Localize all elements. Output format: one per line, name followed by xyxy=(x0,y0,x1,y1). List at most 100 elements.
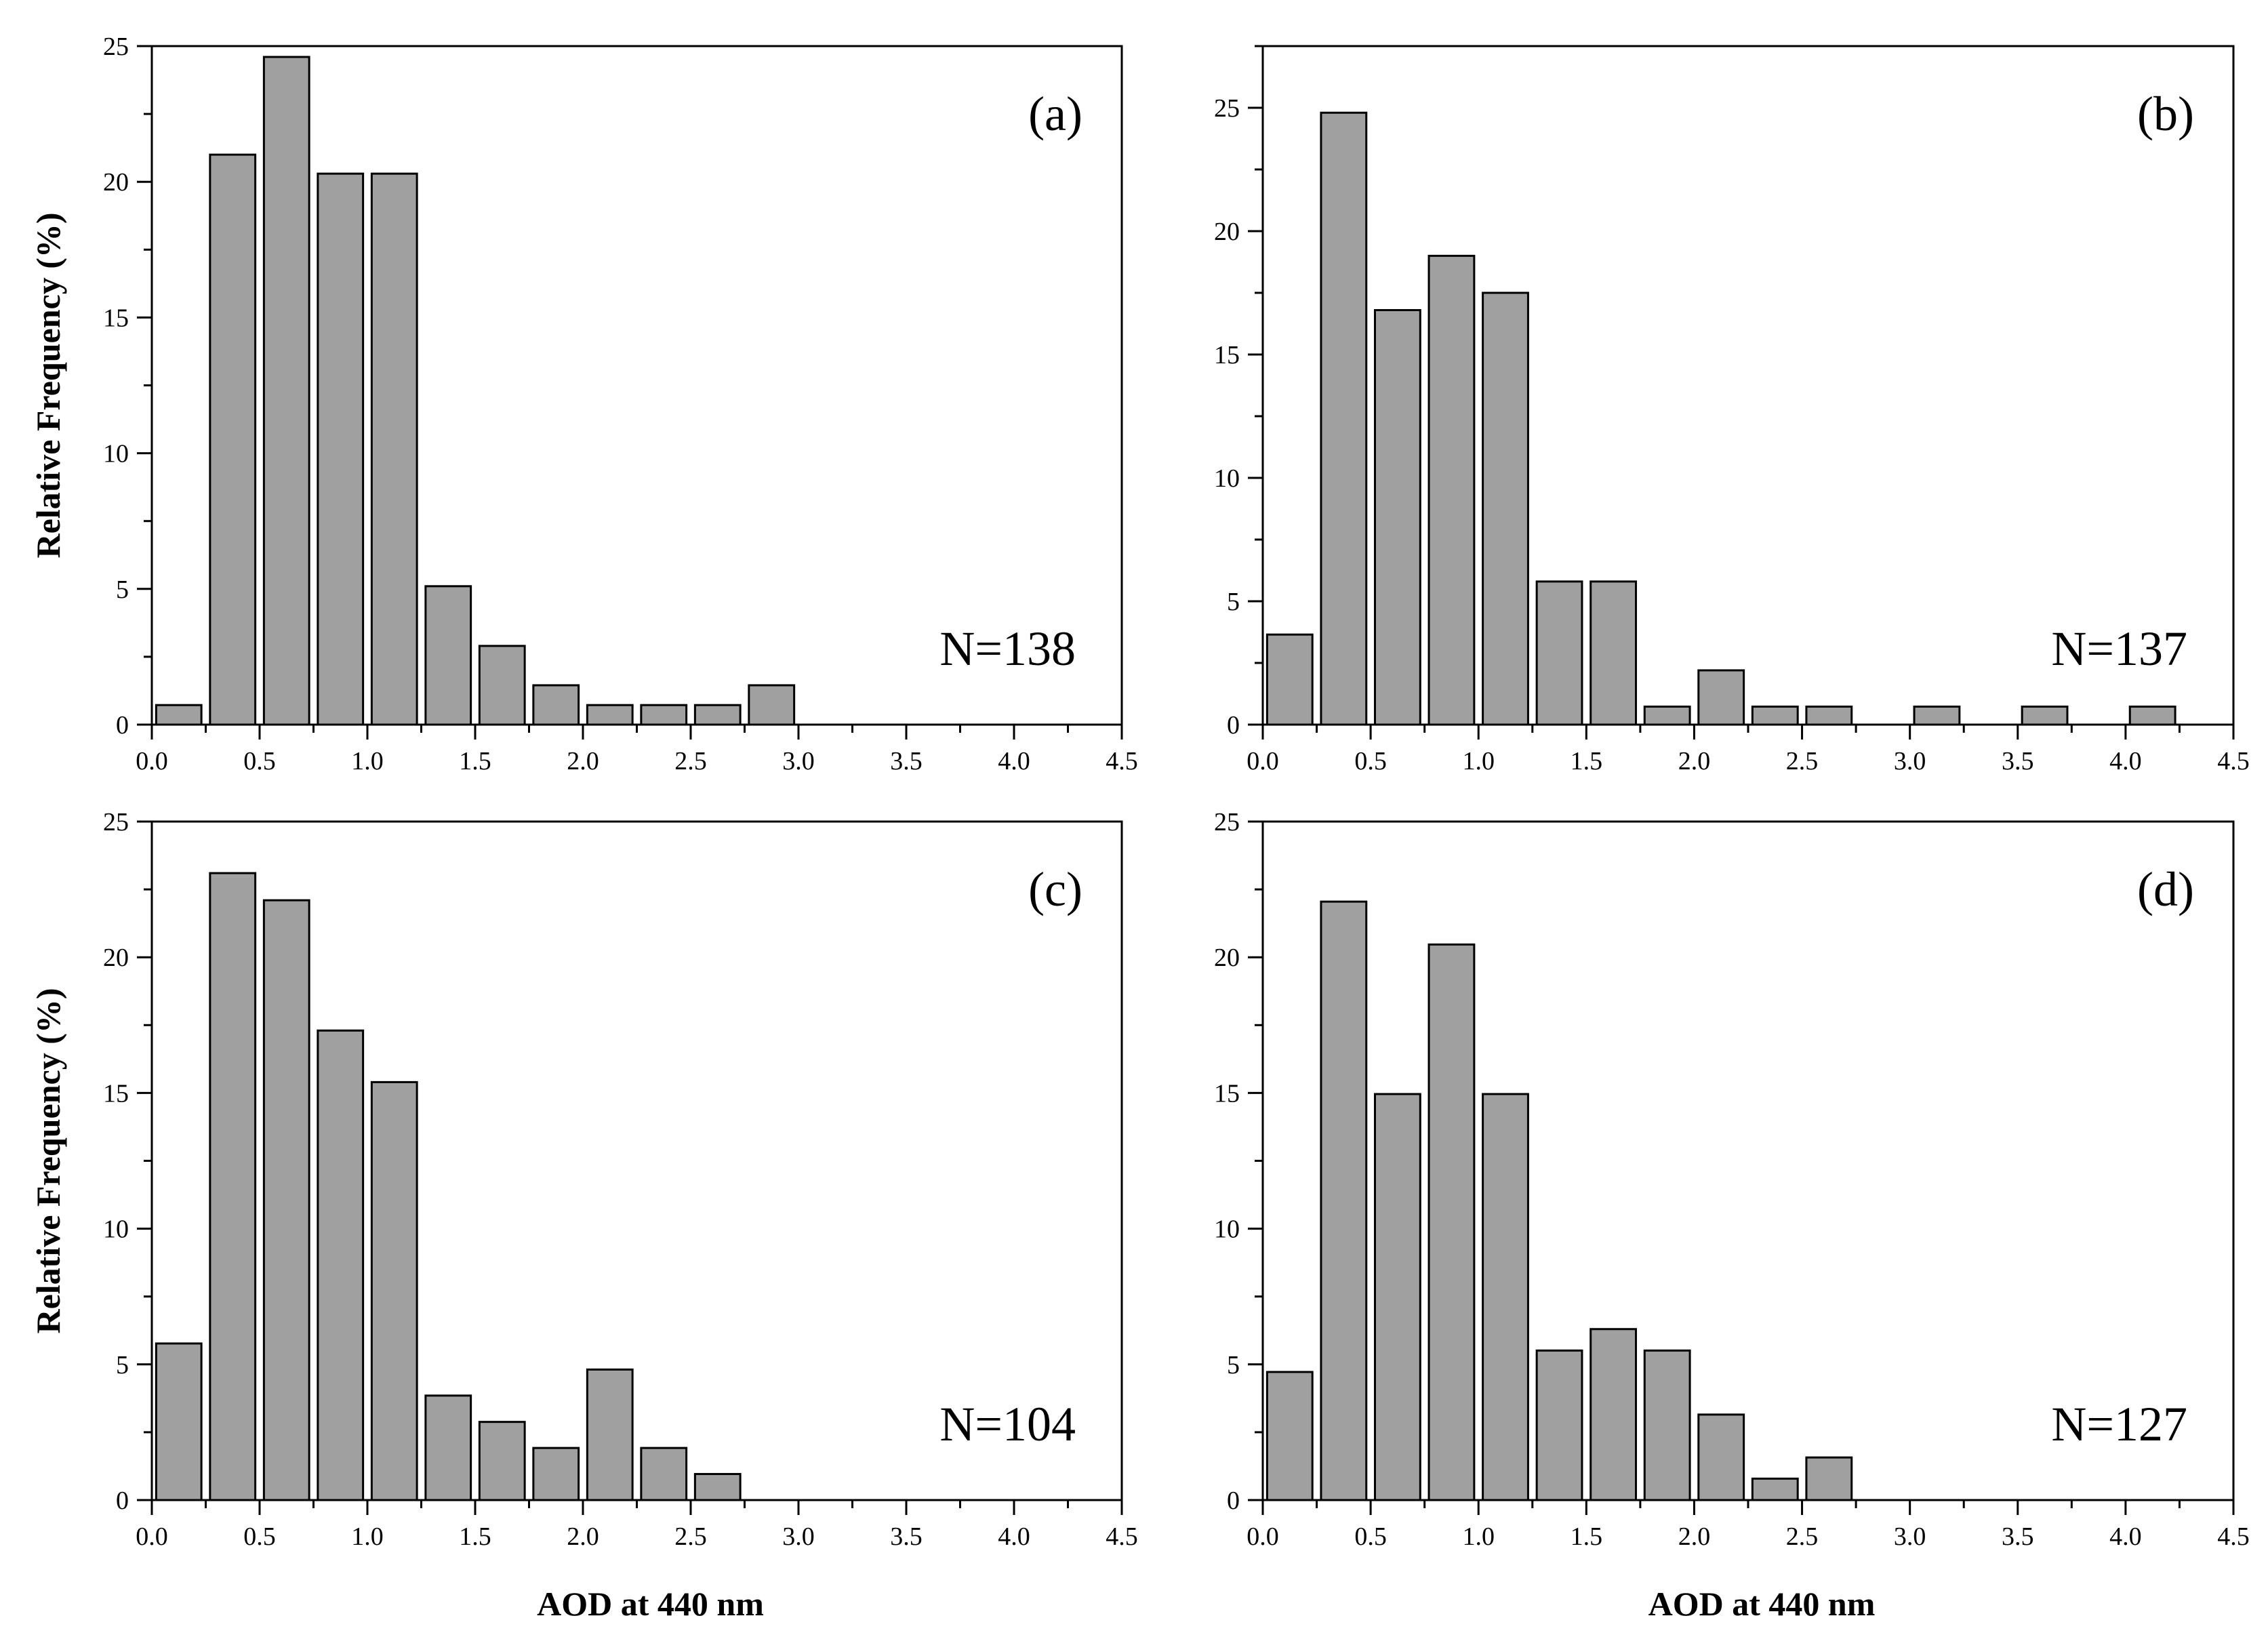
x-tick-label: 2.5 xyxy=(674,747,707,775)
bar xyxy=(1265,633,1314,726)
x-tick-label: 3.5 xyxy=(890,747,923,775)
y-tick-label: 20 xyxy=(103,944,129,972)
bar xyxy=(586,1368,634,1501)
bar xyxy=(1427,943,1476,1501)
y-tick-label: 10 xyxy=(103,440,129,468)
sample-count-label: N=104 xyxy=(939,1397,1076,1451)
x-tick-label: 4.0 xyxy=(2109,1522,2142,1551)
bar xyxy=(424,585,472,726)
bar xyxy=(155,1342,203,1501)
bar xyxy=(370,172,418,726)
y-tick-label: 20 xyxy=(1214,944,1240,972)
bar xyxy=(262,56,310,726)
x-tick-label: 0.0 xyxy=(136,747,168,775)
x-tick-label: 1.5 xyxy=(1571,1522,1603,1551)
x-tick-label: 0.0 xyxy=(1247,747,1279,775)
bar xyxy=(1697,1413,1745,1501)
x-tick-label: 2.0 xyxy=(567,747,599,775)
sample-count-label: N=138 xyxy=(939,622,1076,676)
bar xyxy=(640,1447,688,1501)
y-tick-label: 10 xyxy=(1214,464,1240,493)
bar xyxy=(1482,1093,1529,1501)
y-tick-label: 0 xyxy=(116,711,129,740)
x-tick-label: 2.0 xyxy=(567,1522,599,1551)
panel-a: 0.0 0.5 1.0 1.5 2.0 2.5 3.0 3.5 4.0 4.5 0 5 10 15 20 25… xyxy=(29,33,1138,775)
x-tick-label: 4.5 xyxy=(2217,1522,2250,1551)
y-tick-label: 25 xyxy=(103,33,129,61)
x-tick-label: 4.5 xyxy=(1106,747,1138,775)
x-tick-label: 1.0 xyxy=(1462,1522,1495,1551)
bar xyxy=(693,704,742,726)
x-tick-label: 3.5 xyxy=(890,1522,923,1551)
bar xyxy=(586,704,634,726)
bar xyxy=(155,704,203,726)
y-tick-label: 0 xyxy=(116,1487,129,1515)
x-tick-label: 3.5 xyxy=(2002,1522,2034,1551)
bar xyxy=(1697,669,1745,726)
bar xyxy=(1535,1349,1583,1501)
bar xyxy=(1751,705,1799,726)
bar xyxy=(1482,291,1529,726)
sample-count-label: N=127 xyxy=(2051,1397,2187,1451)
y-axis-title: Relative Frequency (%) xyxy=(29,988,67,1333)
bar xyxy=(1643,1349,1691,1501)
x-tick-label: 0.5 xyxy=(1354,1522,1387,1551)
y-tick-label: 15 xyxy=(103,1079,129,1108)
x-tick-label: 4.5 xyxy=(2217,747,2250,775)
bar xyxy=(2021,705,2069,726)
x-tick-label: 2.5 xyxy=(1786,1522,1819,1551)
bar xyxy=(424,1394,472,1501)
bar xyxy=(532,1447,580,1501)
bar xyxy=(1589,1328,1638,1501)
x-tick-label: 1.0 xyxy=(351,747,384,775)
bar xyxy=(478,1421,526,1501)
x-tick-label: 4.0 xyxy=(2109,747,2142,775)
bar xyxy=(693,1473,742,1501)
y-tick-label: 5 xyxy=(1227,588,1240,616)
bar xyxy=(1320,111,1368,726)
x-tick-label: 4.5 xyxy=(1106,1522,1138,1551)
bar xyxy=(2128,705,2176,726)
bar xyxy=(1643,705,1691,726)
x-tick-label: 3.0 xyxy=(782,1522,815,1551)
x-tick-label: 3.0 xyxy=(1894,747,1926,775)
panel-c: 0.0 0.5 1.0 1.5 2.0 2.5 3.0 3.5 4.0 4.5 0 5 10 15 20 25… xyxy=(29,808,1138,1623)
y-tick-label: 10 xyxy=(1214,1215,1240,1244)
y-tick-label: 15 xyxy=(103,304,129,332)
x-tick-label: 1.5 xyxy=(459,747,491,775)
bar xyxy=(1373,1093,1421,1501)
x-axis-title: AOD at 440 nm xyxy=(537,1585,764,1623)
bar xyxy=(1805,1456,1853,1501)
x-tick-label: 2.5 xyxy=(674,1522,707,1551)
x-tick-label: 0.5 xyxy=(1354,747,1387,775)
bar xyxy=(532,684,580,726)
panel-label: (b) xyxy=(2137,87,2194,141)
x-tick-label: 2.0 xyxy=(1678,1522,1711,1551)
y-tick-label: 25 xyxy=(1214,808,1240,836)
x-tick-label: 0.5 xyxy=(243,747,276,775)
panel-label: (a) xyxy=(1028,87,1082,141)
x-tick-label: 1.0 xyxy=(1462,747,1495,775)
bar xyxy=(370,1080,418,1501)
bar xyxy=(1265,1371,1314,1501)
x-tick-label: 0.0 xyxy=(1247,1522,1279,1551)
y-tick-label: 15 xyxy=(1214,341,1240,369)
x-tick-label: 2.5 xyxy=(1786,747,1819,775)
x-axis-title: AOD at 440 nm xyxy=(1648,1585,1876,1623)
bar xyxy=(1751,1477,1799,1501)
x-tick-label: 3.0 xyxy=(1894,1522,1926,1551)
y-tick-label: 10 xyxy=(103,1215,129,1244)
bar xyxy=(317,172,365,726)
x-tick-label: 1.5 xyxy=(459,1522,491,1551)
panel-b: 0.0 0.5 1.0 1.5 2.0 2.5 3.0 3.5 4.0 4.5 0 5 10 15 20 25… xyxy=(1214,45,2250,775)
y-tick-label: 15 xyxy=(1214,1079,1240,1108)
y-tick-label: 5 xyxy=(116,575,129,604)
y-tick-label: 5 xyxy=(116,1351,129,1379)
bar xyxy=(1427,254,1476,726)
x-tick-label: 2.0 xyxy=(1678,747,1711,775)
x-tick-label: 1.5 xyxy=(1571,747,1603,775)
y-tick-label: 25 xyxy=(1214,94,1240,123)
y-tick-label: 25 xyxy=(103,808,129,836)
bar xyxy=(748,684,796,726)
